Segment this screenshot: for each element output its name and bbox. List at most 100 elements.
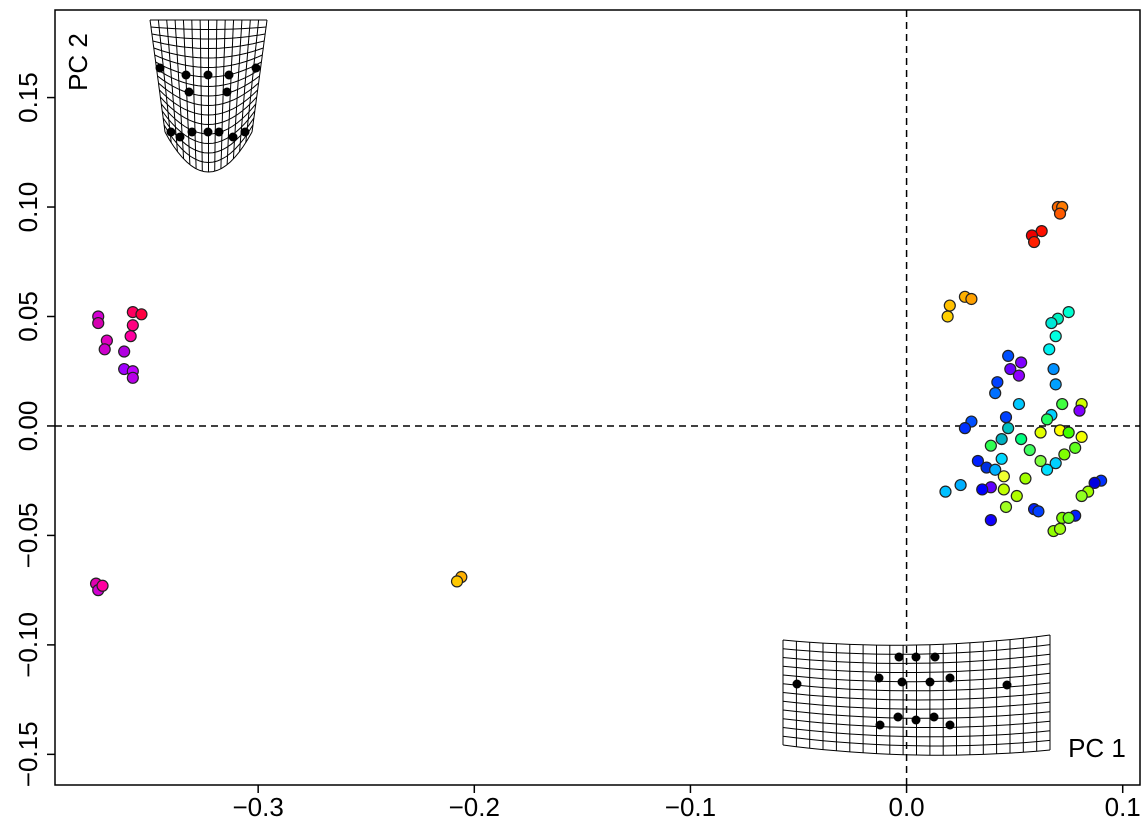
landmark xyxy=(1003,681,1012,690)
x-tick-label: −0.1 xyxy=(665,792,716,822)
point xyxy=(127,320,138,331)
landmark xyxy=(946,721,955,730)
point xyxy=(1035,455,1046,466)
point xyxy=(1055,523,1066,534)
landmark xyxy=(875,674,884,683)
landmark xyxy=(182,71,191,80)
landmark xyxy=(931,653,940,662)
point xyxy=(1000,501,1011,512)
point xyxy=(1035,427,1046,438)
x-axis-label: PC 1 xyxy=(1068,733,1126,763)
point xyxy=(1013,399,1024,410)
landmark xyxy=(176,133,185,142)
point xyxy=(1076,431,1087,442)
landmark xyxy=(204,71,213,80)
plot-frame xyxy=(55,10,1140,785)
point xyxy=(1003,350,1014,361)
y-tick-label: 0.15 xyxy=(13,72,43,123)
point xyxy=(127,372,138,383)
x-tick-label: −0.3 xyxy=(233,792,284,822)
point xyxy=(1046,318,1057,329)
landmark xyxy=(223,88,232,97)
point xyxy=(1042,414,1053,425)
point xyxy=(1074,405,1085,416)
x-tick-label: 0.1 xyxy=(1105,792,1141,822)
point xyxy=(1050,331,1061,342)
landmark xyxy=(188,128,197,137)
point xyxy=(136,309,147,320)
point xyxy=(1063,512,1074,523)
point xyxy=(1029,237,1040,248)
point xyxy=(996,453,1007,464)
landmark xyxy=(252,64,261,73)
deformation-grids xyxy=(150,20,1050,755)
point xyxy=(955,480,966,491)
y-tick-label: −0.15 xyxy=(13,721,43,787)
point xyxy=(1063,427,1074,438)
landmark xyxy=(898,678,907,687)
point xyxy=(1000,412,1011,423)
landmark xyxy=(229,133,238,142)
y-axis-label: PC 2 xyxy=(63,33,93,91)
chart: PC 2 PC 1 −0.3 −0.2 −0.1 0.0 0.1 −0.15 −0.10 −0… xyxy=(0,0,1148,827)
point xyxy=(985,440,996,451)
point xyxy=(940,486,951,497)
point xyxy=(1076,491,1087,502)
landmark xyxy=(185,88,194,97)
point xyxy=(1044,344,1055,355)
point xyxy=(985,515,996,526)
point xyxy=(998,484,1009,495)
point xyxy=(1063,307,1074,318)
point xyxy=(1048,364,1059,375)
point xyxy=(992,377,1003,388)
point xyxy=(996,434,1007,445)
point xyxy=(998,471,1009,482)
point xyxy=(1055,208,1066,219)
landmark xyxy=(793,680,802,689)
point xyxy=(977,484,988,495)
y-tick-label: 0.10 xyxy=(13,182,43,233)
point xyxy=(1011,491,1022,502)
landmark xyxy=(946,674,955,683)
point xyxy=(959,423,970,434)
landmark xyxy=(225,71,234,80)
point xyxy=(452,576,463,587)
point xyxy=(119,346,130,357)
point xyxy=(1033,506,1044,517)
landmark xyxy=(167,128,176,137)
landmark xyxy=(876,721,885,730)
point xyxy=(1059,449,1070,460)
point xyxy=(1024,445,1035,456)
point xyxy=(97,580,108,591)
point xyxy=(1057,399,1068,410)
point xyxy=(1070,442,1081,453)
y-tick-label: 0.05 xyxy=(13,291,43,342)
point xyxy=(1003,423,1014,434)
landmark xyxy=(894,713,903,722)
landmark xyxy=(241,128,250,137)
landmark xyxy=(215,128,224,137)
x-tick-label: 0.0 xyxy=(888,792,924,822)
point xyxy=(93,318,104,329)
point xyxy=(1050,379,1061,390)
point xyxy=(990,388,1001,399)
point xyxy=(966,293,977,304)
landmark xyxy=(930,713,939,722)
point xyxy=(1020,473,1031,484)
point xyxy=(942,311,953,322)
point xyxy=(1016,357,1027,368)
landmark xyxy=(926,678,935,687)
y-tick-label: −0.05 xyxy=(13,503,43,569)
landmark xyxy=(895,653,904,662)
point xyxy=(944,300,955,311)
x-tick-label: −0.2 xyxy=(449,792,500,822)
landmark xyxy=(912,653,921,662)
point xyxy=(1013,370,1024,381)
point xyxy=(1016,434,1027,445)
landmark xyxy=(912,716,921,725)
y-tick-label: 0.00 xyxy=(13,401,43,452)
point xyxy=(99,344,110,355)
landmark xyxy=(204,128,213,137)
y-tick-label: −0.10 xyxy=(13,612,43,678)
point xyxy=(125,331,136,342)
